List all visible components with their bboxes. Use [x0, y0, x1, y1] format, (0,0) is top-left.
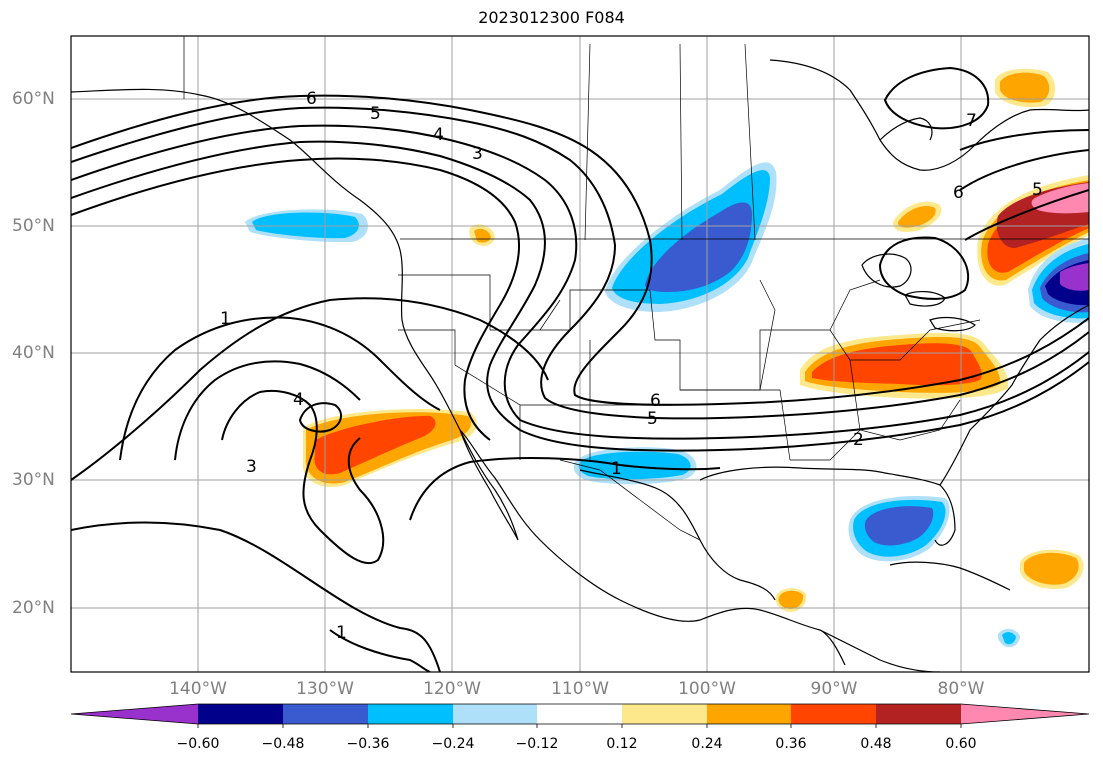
contour-labels: 6 5 4 3 1 4 3 1 7 6 5 6 5 2 1: [220, 89, 1043, 643]
lon-label: 120°W: [423, 679, 481, 699]
contour-label: 5: [647, 409, 658, 429]
colorbar-tick-label: 0.48: [860, 736, 892, 752]
colorbar-tick-label: −0.12: [515, 736, 559, 752]
colorbar-tick-label: −0.48: [261, 736, 305, 752]
contour-label: 3: [472, 144, 483, 164]
contour-label: 1: [220, 309, 231, 329]
colorbar-segment: [622, 704, 707, 724]
colorbar-segment: [283, 704, 368, 724]
map-frame: [70, 35, 1090, 673]
contour-label: 2: [853, 430, 864, 450]
anomaly-shading: [245, 68, 1089, 648]
contour-label: 1: [611, 459, 622, 479]
colorbar-segment: [368, 704, 453, 724]
contour-label: 1: [336, 623, 347, 643]
colorbar-tick-label: −0.24: [431, 736, 475, 752]
colorbar-segment: [876, 704, 961, 724]
lat-label: 30°N: [12, 470, 55, 490]
contour-label: 5: [370, 104, 381, 124]
lon-label: 140°W: [169, 679, 227, 699]
contour-label: 4: [293, 390, 304, 410]
contour-label: 6: [953, 183, 964, 203]
colorbar-segment: [198, 704, 283, 724]
colorbar-tick-label: 0.24: [691, 736, 723, 752]
map-title: 2023012300 F084: [478, 8, 625, 27]
coastlines: [71, 59, 1089, 672]
colorbar-segment: [961, 704, 1089, 724]
colorbar-segment: [537, 704, 622, 724]
colorbar-tick-label: −0.36: [346, 736, 390, 752]
lat-label: 50°N: [12, 216, 55, 236]
colorbar-tick-label: 0.60: [945, 736, 977, 752]
lon-label: 80°W: [937, 679, 985, 699]
lon-label: 100°W: [678, 679, 736, 699]
contour-label: 5: [1032, 180, 1043, 200]
graticule: [71, 36, 1089, 672]
lat-label: 20°N: [12, 598, 55, 618]
height-contours: [71, 66, 1089, 672]
lat-label: 60°N: [12, 89, 55, 109]
lon-label: 130°W: [296, 679, 354, 699]
contour-label: 3: [246, 457, 257, 477]
contour-label: 4: [433, 125, 444, 145]
contour-label: 7: [966, 111, 977, 131]
colorbar-segment: [453, 704, 537, 724]
lon-label: 90°W: [810, 679, 858, 699]
colorbar-tick-label: −0.60: [176, 736, 220, 752]
colorbar-tick-label: 0.36: [775, 736, 807, 752]
colorbar-tick-label: 0.12: [606, 736, 638, 752]
colorbar-segment: [791, 704, 876, 724]
colorbar: [70, 703, 1090, 728]
colorbar-segment: [707, 704, 791, 724]
colorbar-segment: [71, 704, 198, 724]
lat-label: 40°N: [12, 343, 55, 363]
contour-label: 6: [306, 89, 317, 109]
lon-label: 110°W: [551, 679, 609, 699]
contour-label: 6: [650, 391, 661, 411]
